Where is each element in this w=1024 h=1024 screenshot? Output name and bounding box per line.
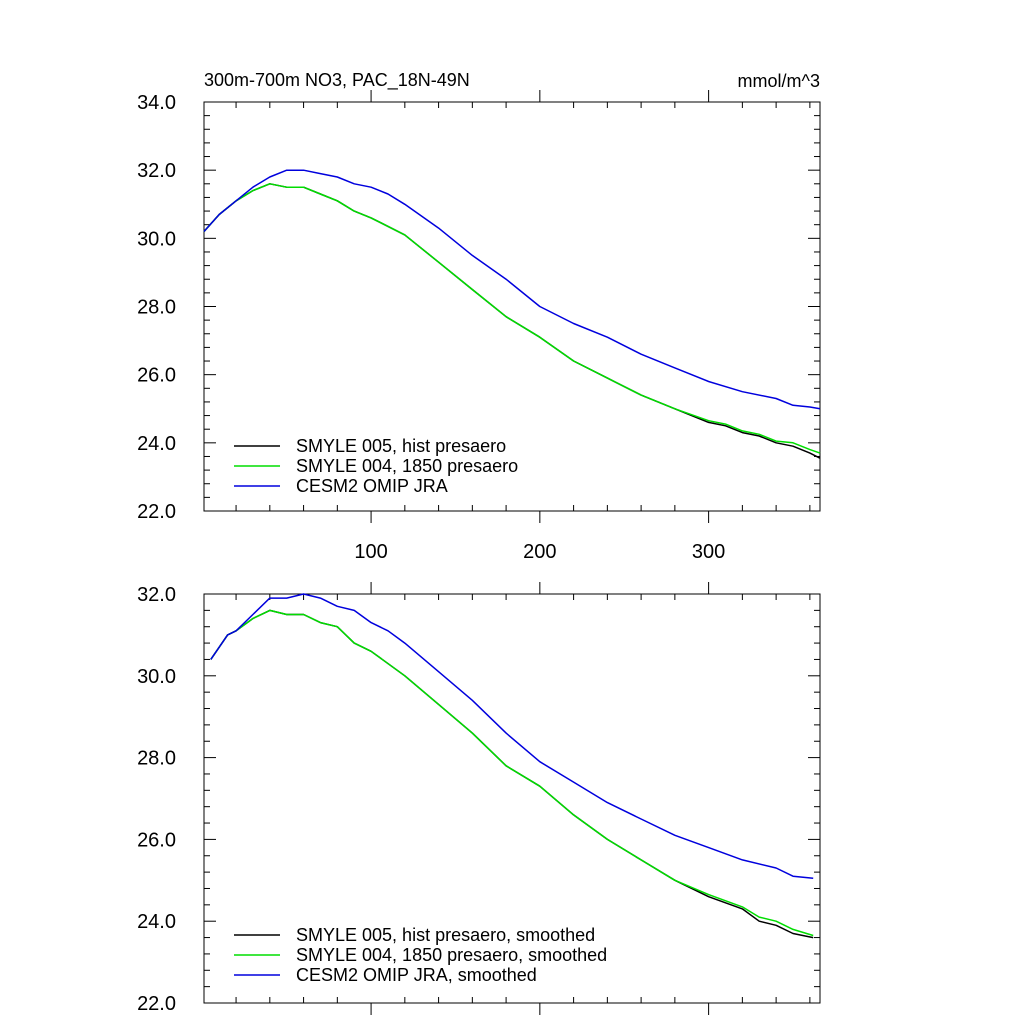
series-line-2 bbox=[203, 169, 821, 410]
legend-label-0: SMYLE 005, hist presaero, smoothed bbox=[296, 925, 595, 945]
y-tick-label: 32.0 bbox=[137, 584, 176, 606]
y-tick-label: 28.0 bbox=[137, 297, 176, 319]
legend-label-1: SMYLE 004, 1850 presaero, smoothed bbox=[296, 945, 607, 965]
y-tick-label: 30.0 bbox=[137, 666, 176, 688]
y-tick-label: 32.0 bbox=[137, 160, 176, 182]
series-line-2 bbox=[210, 593, 814, 880]
y-tick-label: 26.0 bbox=[137, 829, 176, 851]
y-tick-label: 22.0 bbox=[137, 993, 176, 1015]
y-tick-label: 24.0 bbox=[137, 911, 176, 933]
y-tick-label: 34.0 bbox=[137, 92, 176, 114]
legend-label-1: SMYLE 004, 1850 presaero bbox=[296, 456, 518, 476]
legend-label-0: SMYLE 005, hist presaero bbox=[296, 436, 506, 456]
y-tick-label: 22.0 bbox=[137, 501, 176, 523]
x-tick-label: 300 bbox=[692, 541, 725, 563]
units-label: mmol/m^3 bbox=[738, 71, 820, 91]
panel-top: 300m-700m NO3, PAC_18N-49N mmol/m^3 22.0… bbox=[137, 70, 821, 563]
chart-title: 300m-700m NO3, PAC_18N-49N bbox=[204, 70, 470, 91]
y-tick-label: 26.0 bbox=[137, 365, 176, 387]
y-tick-label: 24.0 bbox=[137, 433, 176, 455]
legend-label-2: CESM2 OMIP JRA, smoothed bbox=[296, 965, 537, 985]
panel-bottom: 22.0 24.0 26.0 28.0 30.0 32.0 SMYLE 005, hist … bbox=[137, 582, 821, 1015]
series-line-1 bbox=[210, 609, 814, 937]
series-line-0 bbox=[210, 609, 814, 939]
legend-label-2: CESM2 OMIP JRA bbox=[296, 476, 448, 496]
x-tick-label: 200 bbox=[523, 541, 556, 563]
series-line-1 bbox=[203, 183, 821, 454]
y-tick-label: 30.0 bbox=[137, 228, 176, 250]
y-tick-label: 28.0 bbox=[137, 748, 176, 770]
x-tick-label: 100 bbox=[354, 541, 387, 563]
plot-frame bbox=[203, 593, 821, 1004]
